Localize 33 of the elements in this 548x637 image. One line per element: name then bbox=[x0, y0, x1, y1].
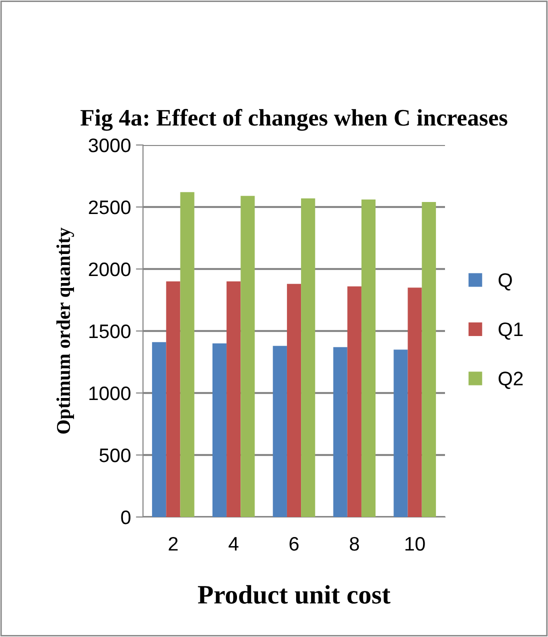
bar bbox=[347, 286, 362, 517]
bar bbox=[286, 284, 302, 517]
y-tick-label: 1500 bbox=[89, 324, 130, 338]
bar bbox=[226, 281, 241, 517]
y-tick-label: 2000 bbox=[88, 262, 130, 276]
x-axis-title: Product unit cost bbox=[198, 585, 390, 604]
x-tick-label: 6 bbox=[290, 536, 299, 551]
chart-title: Fig 4a: Effect of changes when C increases bbox=[80, 108, 508, 131]
y-tick-label: 1000 bbox=[89, 386, 130, 400]
bar bbox=[408, 288, 422, 517]
y-tick-label: 0 bbox=[121, 510, 130, 524]
legend-label: Q bbox=[498, 273, 512, 290]
bar bbox=[394, 350, 408, 517]
y-tick-label: 3000 bbox=[88, 138, 130, 152]
x-tick-label: 4 bbox=[228, 537, 238, 551]
x-tick-label: 10 bbox=[405, 536, 425, 551]
y-tick-label: 2500 bbox=[88, 200, 130, 214]
bar bbox=[333, 347, 348, 517]
x-tick-label: 2 bbox=[168, 536, 178, 551]
y-tick-label: 500 bbox=[100, 448, 130, 462]
bar bbox=[422, 202, 436, 517]
bar bbox=[166, 281, 180, 517]
y-axis-title: Optimum order quantity bbox=[56, 228, 74, 434]
legend-label: Q1 bbox=[498, 322, 523, 340]
bar bbox=[301, 198, 316, 517]
legend-label: Q2 bbox=[498, 372, 523, 389]
bar bbox=[361, 200, 376, 517]
bar bbox=[152, 342, 166, 517]
x-tick-label: 8 bbox=[350, 536, 359, 551]
bar bbox=[180, 192, 194, 517]
bar bbox=[212, 343, 227, 517]
bar bbox=[240, 196, 255, 517]
bar bbox=[272, 346, 287, 517]
